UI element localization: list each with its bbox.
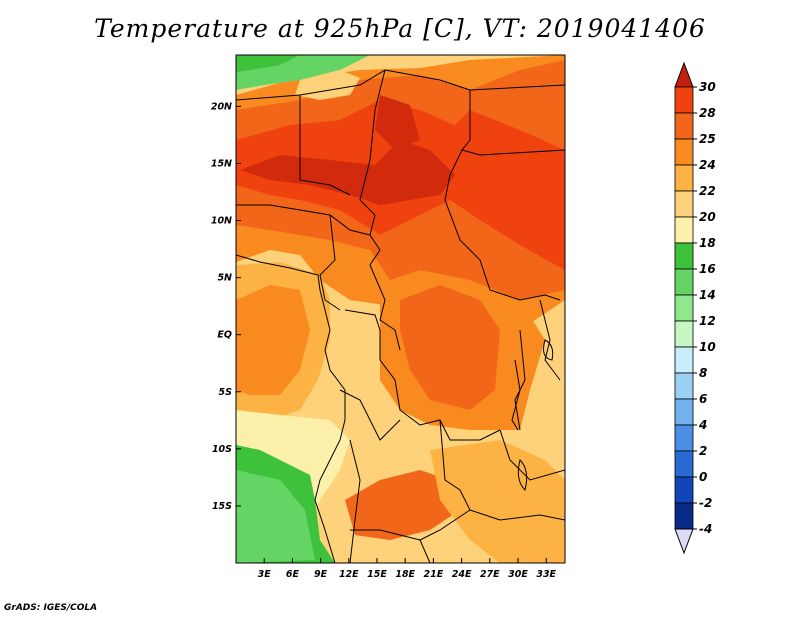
colorbar-top-arrow [674,61,694,88]
colorbar-swatch [674,424,694,452]
colorbar-swatch [674,164,694,192]
colorbar-label: -2 [699,496,712,510]
colorbar-swatch [674,86,694,114]
y-tick-label: 10S [212,444,232,455]
colorbar-swatch [674,450,694,478]
field-ocean-24 [236,285,310,395]
x-tick-label: 3E [258,569,272,580]
plot-frame [235,54,566,564]
colorbar-swatch [674,372,694,400]
y-tick-label: 15N [211,158,232,169]
y-axis: 20N 15N 10N 5N EQ 5S 10S 15S [211,101,241,512]
field-30b [375,95,420,150]
colorbar-swatch [674,268,694,296]
colorbar-label: 24 [699,158,716,172]
field-30 [240,140,455,205]
colorbar-label: 8 [699,366,707,380]
y-tick-label: 20N [211,101,232,112]
colorbar-label: 0 [699,470,707,484]
y-tick-label: 15S [212,501,232,512]
colorbar-label: 14 [699,288,716,302]
colorbar-label: 20 [699,210,716,224]
x-tick-label: 33E [536,569,556,580]
colorbar-swatch [674,216,694,244]
field-nc-20 [295,70,360,100]
colorbar-swatch [674,138,694,166]
colorbar-label: 2 [699,444,707,458]
x-tick-label: 6E [286,569,300,580]
colorbar-label: 30 [699,80,716,94]
field-south-22 [430,440,565,563]
x-tick-label: 15E [367,569,387,580]
x-tick-label: 30E [508,569,528,580]
field-nw-green2 [236,55,300,72]
colorbar-label: -4 [699,522,712,536]
colorbar-label: 25 [699,132,716,146]
colorbar-label: 12 [699,314,716,328]
colorbar-label: 28 [699,106,716,120]
colorbar-swatch [674,346,694,374]
colorbar-label: 10 [699,340,716,354]
credit-label: GrADS: IGES/COLA [4,603,98,613]
colorbar-bottom-arrow [674,528,694,555]
colorbar-swatch [674,476,694,504]
y-tick-label: 5N [217,273,232,284]
x-tick-label: 18E [395,569,415,580]
field-congo-25 [400,285,500,410]
country-borders [236,69,565,563]
x-axis: 3E 6E 9E 12E 15E 18E 21E 24E 27E 30E 33E [258,558,557,580]
colorbar-swatch [674,112,694,140]
colorbar-label: 22 [699,184,716,198]
x-tick-label: 12E [339,569,359,580]
colorbar-swatch [674,242,694,270]
field-south-25 [345,470,460,540]
colorbar-swatch [674,398,694,426]
colorbar-label: 18 [699,236,716,250]
y-tick-label: EQ [217,330,232,341]
x-tick-label: 24E [452,569,472,580]
x-tick-label: 27E [480,569,500,580]
temperature-field [236,55,565,563]
field-14 [236,470,315,563]
map-title: Temperature at 925hPa [C], VT: 201904140… [94,14,706,43]
colorbar-label: 6 [699,392,707,406]
colorbar-label: 16 [699,262,716,276]
x-tick-label: 21E [424,569,444,580]
x-tick-label: 9E [314,569,328,580]
colorbar-swatch [674,320,694,348]
y-tick-label: 10N [211,216,232,227]
y-tick-label: 5S [219,387,233,398]
colorbar-label: 4 [698,418,707,432]
colorbar-swatch [674,190,694,218]
colorbar-swatch [674,502,694,530]
colorbar-swatch [674,294,694,322]
